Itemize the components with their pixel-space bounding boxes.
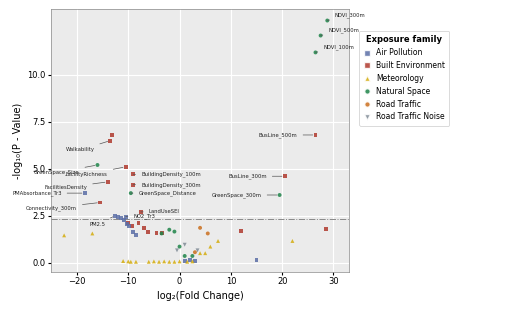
Point — [108, 133, 116, 138]
Text: GreenSpace_300m: GreenSpace_300m — [212, 192, 277, 198]
Text: NO2_Tr3: NO2_Tr3 — [126, 214, 155, 219]
Point — [160, 259, 168, 264]
Point — [125, 223, 133, 228]
Point — [170, 229, 179, 234]
Point — [129, 172, 137, 177]
Point — [311, 50, 320, 55]
Point — [60, 233, 68, 238]
Point — [134, 221, 143, 226]
Point — [322, 226, 330, 231]
Point — [132, 259, 140, 264]
Point — [145, 259, 153, 264]
Text: NDVI_100m: NDVI_100m — [315, 44, 354, 53]
Text: BuildingDensity_100m: BuildingDensity_100m — [133, 171, 201, 177]
Point — [191, 259, 199, 264]
Point — [181, 259, 189, 264]
Point — [206, 244, 214, 249]
Text: LandUseSEI: LandUseSEI — [141, 210, 180, 214]
Text: FacilityRichness: FacilityRichness — [66, 167, 123, 177]
Point — [152, 231, 161, 236]
Point — [181, 253, 189, 258]
Legend: Air Pollution, Built Environment, Meteorology, Natural Space, Road Traffic, Road: Air Pollution, Built Environment, Meteor… — [359, 31, 449, 126]
Point — [93, 163, 102, 167]
Point — [114, 214, 122, 219]
Point — [204, 231, 212, 236]
Point — [127, 191, 135, 196]
Point — [196, 225, 204, 230]
Point — [186, 258, 194, 263]
Point — [311, 133, 320, 138]
Point — [88, 231, 96, 236]
Point — [127, 259, 135, 264]
Point — [106, 138, 114, 143]
Point — [144, 229, 152, 234]
Point — [191, 250, 199, 255]
Text: BuildingDensity_300m: BuildingDensity_300m — [133, 182, 201, 188]
Text: GreenSpace_Distance: GreenSpace_Distance — [131, 190, 196, 196]
Point — [123, 222, 131, 226]
Text: BusLine_300m: BusLine_300m — [228, 173, 282, 179]
Point — [128, 223, 136, 228]
Point — [155, 259, 163, 264]
Text: FacilitiesDensity: FacilitiesDensity — [44, 182, 105, 190]
Point — [150, 259, 158, 264]
Point — [175, 244, 184, 249]
X-axis label: log₂(Fold Change): log₂(Fold Change) — [156, 291, 244, 301]
Point — [122, 164, 130, 169]
Point — [165, 227, 173, 232]
Point — [122, 214, 130, 219]
Point — [214, 239, 222, 243]
Point — [124, 221, 132, 226]
Point — [281, 174, 289, 179]
Point — [201, 251, 209, 256]
Point — [323, 18, 331, 23]
Point — [181, 242, 189, 247]
Point — [175, 259, 184, 264]
Point — [193, 248, 202, 253]
Point — [129, 229, 137, 234]
Text: Walkability: Walkability — [66, 142, 108, 152]
Point — [252, 258, 261, 263]
Point — [81, 191, 89, 196]
Point — [120, 218, 128, 223]
Point — [140, 225, 148, 230]
Point — [157, 231, 166, 236]
Text: NDVI_500m: NDVI_500m — [321, 27, 359, 36]
Point — [170, 259, 179, 264]
Text: PM2.5: PM2.5 — [89, 217, 113, 226]
Point — [137, 210, 145, 214]
Point — [317, 33, 325, 38]
Text: Connectivity_300m: Connectivity_300m — [26, 203, 97, 211]
Point — [119, 259, 127, 264]
Point — [165, 259, 173, 264]
Point — [183, 259, 191, 264]
Point — [237, 228, 245, 233]
Text: PMAbsorbance_Tr3: PMAbsorbance_Tr3 — [12, 190, 82, 196]
Point — [124, 259, 132, 264]
Point — [196, 251, 204, 256]
Point — [129, 182, 137, 187]
Point — [173, 248, 181, 253]
Point — [157, 231, 166, 236]
Y-axis label: -log₁₀(P - Value): -log₁₀(P - Value) — [13, 103, 23, 179]
Point — [116, 216, 125, 221]
Text: GreenSpace_Size: GreenSpace_Size — [34, 166, 95, 175]
Point — [132, 233, 140, 238]
Point — [288, 239, 297, 243]
Text: NDVI_300m: NDVI_300m — [327, 12, 366, 20]
Point — [111, 213, 120, 218]
Point — [104, 180, 112, 184]
Point — [275, 193, 284, 197]
Text: BusLine_500m: BusLine_500m — [259, 132, 313, 138]
Point — [188, 253, 196, 258]
Point — [96, 200, 104, 205]
Point — [188, 259, 196, 264]
